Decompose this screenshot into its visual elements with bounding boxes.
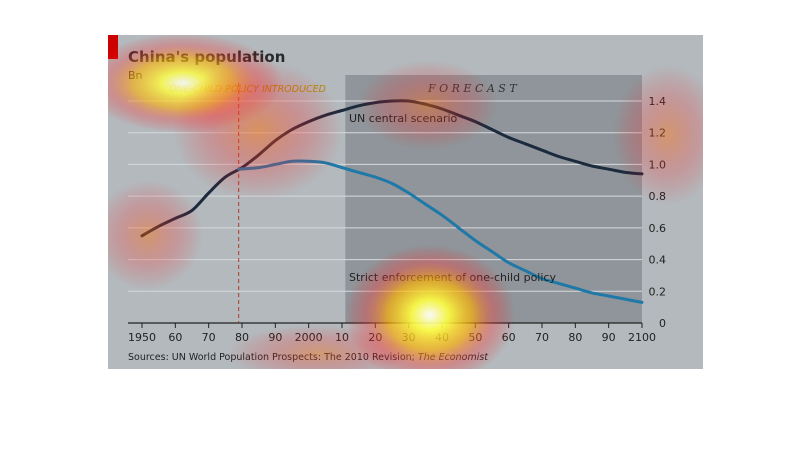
chart-figure: China's population Bn F O R E C A S T 0 0… [108,35,703,369]
source-prefix: Sources: UN World Population Prospects: … [128,352,415,363]
x-tick-label: 40 [435,331,449,344]
x-tick-label: 60 [168,331,182,344]
y-tick-label: 0 [659,317,666,330]
y-tick-label: 1.0 [649,158,667,171]
x-tick-label: 80 [568,331,582,344]
y-tick-label: 1.4 [649,95,667,108]
x-tick-label: 70 [202,331,216,344]
population-chart: China's population Bn F O R E C A S T 0 0… [108,35,703,369]
y-tick-label: 0.8 [649,190,667,203]
chart-title: China's population [128,48,285,66]
x-tick-label: 2100 [628,331,656,344]
y-tick-label: 0.6 [649,222,667,235]
title-accent-bar [108,35,118,59]
forecast-label: F O R E C A S T [427,82,518,95]
x-tick-label: 2000 [295,331,323,344]
x-tick-label: 60 [502,331,516,344]
series-label-un-central-scenario: UN central scenario [349,112,458,125]
x-tick-label: 30 [402,331,416,344]
series-label-strict-enforcement: Strict enforcement of one-child policy [349,271,556,284]
y-tick-label: 1.2 [649,127,667,140]
source-note: Sources: UN World Population Prospects: … [128,352,489,363]
x-tick-label: 10 [335,331,349,344]
y-tick-label: 0.2 [649,285,667,298]
source-italic: The Economist [418,352,489,363]
x-tick-label: 1950 [128,331,156,344]
one-child-policy-label: ONE-CHILD POLICY INTRODUCED [169,84,326,95]
x-tick-label: 20 [368,331,382,344]
x-tick-label: 90 [602,331,616,344]
y-tick-label: 0.4 [649,254,667,267]
x-tick-label: 80 [235,331,249,344]
x-tick-label: 70 [535,331,549,344]
x-tick-label: 50 [468,331,482,344]
y-axis-unit: Bn [128,69,143,82]
x-tick-label: 90 [268,331,282,344]
